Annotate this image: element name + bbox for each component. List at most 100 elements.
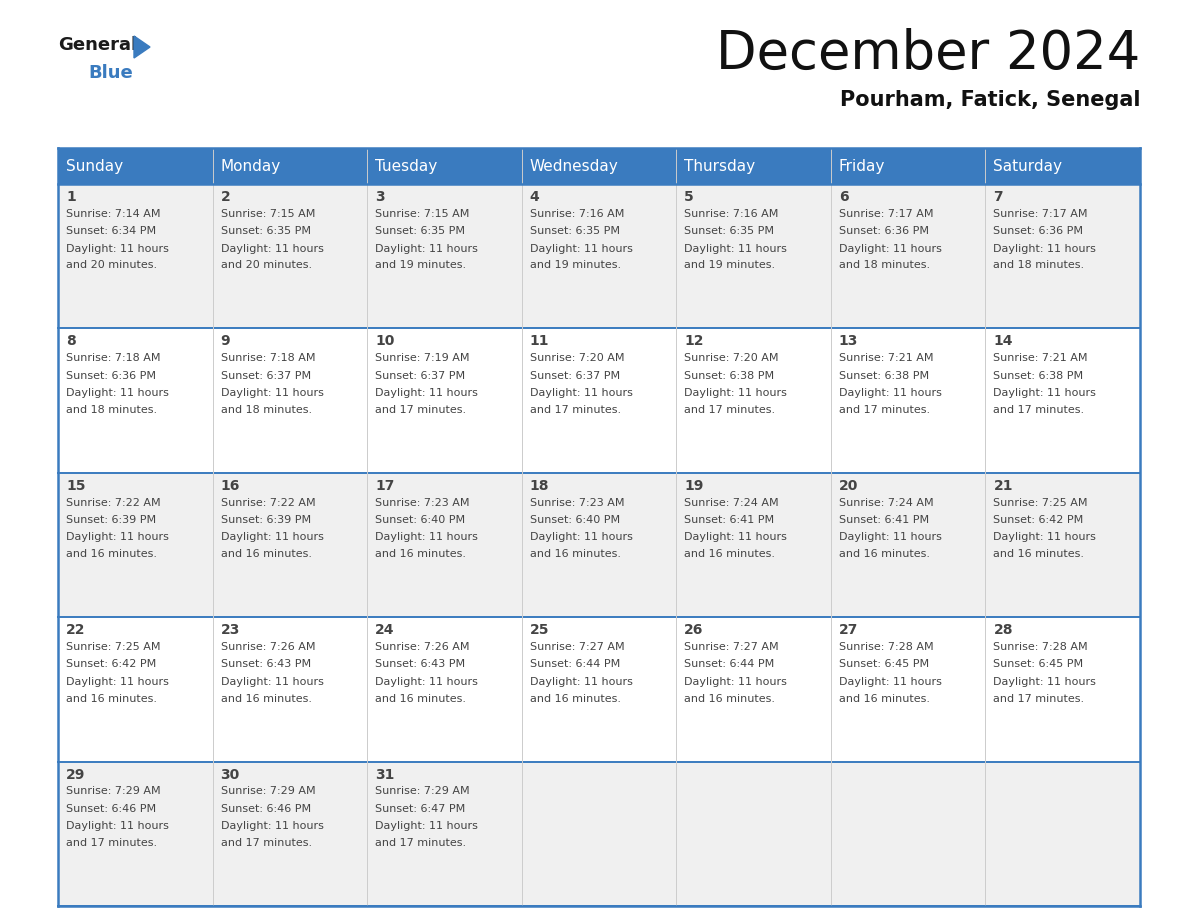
Bar — [830, 148, 985, 184]
Text: 22: 22 — [67, 623, 86, 637]
Text: Sunset: 6:35 PM: Sunset: 6:35 PM — [530, 226, 620, 236]
Bar — [213, 148, 367, 184]
Text: Sunrise: 7:22 AM: Sunrise: 7:22 AM — [221, 498, 315, 508]
Text: Sunrise: 7:20 AM: Sunrise: 7:20 AM — [530, 353, 624, 364]
Text: and 17 minutes.: and 17 minutes. — [375, 405, 466, 415]
Text: Daylight: 11 hours: Daylight: 11 hours — [375, 243, 478, 253]
Text: Sunset: 6:38 PM: Sunset: 6:38 PM — [684, 371, 775, 381]
Text: Sunrise: 7:29 AM: Sunrise: 7:29 AM — [375, 787, 469, 797]
Text: Sunset: 6:37 PM: Sunset: 6:37 PM — [375, 371, 466, 381]
Text: 9: 9 — [221, 334, 230, 349]
Text: and 17 minutes.: and 17 minutes. — [993, 405, 1085, 415]
Text: Sunrise: 7:27 AM: Sunrise: 7:27 AM — [530, 642, 625, 652]
Text: 20: 20 — [839, 479, 858, 493]
Text: 19: 19 — [684, 479, 703, 493]
Text: Daylight: 11 hours: Daylight: 11 hours — [375, 388, 478, 398]
Text: and 19 minutes.: and 19 minutes. — [684, 261, 776, 270]
Text: Sunset: 6:46 PM: Sunset: 6:46 PM — [221, 804, 311, 814]
Text: Thursday: Thursday — [684, 159, 756, 174]
Bar — [985, 148, 1140, 184]
Text: Daylight: 11 hours: Daylight: 11 hours — [684, 243, 788, 253]
Text: Wednesday: Wednesday — [530, 159, 619, 174]
Text: Daylight: 11 hours: Daylight: 11 hours — [375, 822, 478, 832]
Text: and 16 minutes.: and 16 minutes. — [530, 549, 620, 559]
Text: Daylight: 11 hours: Daylight: 11 hours — [839, 677, 942, 687]
Bar — [58, 617, 1140, 762]
Text: Daylight: 11 hours: Daylight: 11 hours — [67, 532, 169, 543]
Text: Sunset: 6:43 PM: Sunset: 6:43 PM — [221, 659, 311, 669]
Text: and 17 minutes.: and 17 minutes. — [67, 838, 157, 848]
Text: Sunrise: 7:20 AM: Sunrise: 7:20 AM — [684, 353, 779, 364]
Text: 14: 14 — [993, 334, 1013, 349]
Text: Daylight: 11 hours: Daylight: 11 hours — [67, 388, 169, 398]
Text: Sunrise: 7:27 AM: Sunrise: 7:27 AM — [684, 642, 779, 652]
Text: and 16 minutes.: and 16 minutes. — [530, 693, 620, 703]
Text: and 16 minutes.: and 16 minutes. — [375, 693, 466, 703]
Text: Sunrise: 7:19 AM: Sunrise: 7:19 AM — [375, 353, 469, 364]
Text: Daylight: 11 hours: Daylight: 11 hours — [993, 532, 1097, 543]
Text: Daylight: 11 hours: Daylight: 11 hours — [530, 677, 632, 687]
Text: Daylight: 11 hours: Daylight: 11 hours — [839, 243, 942, 253]
Text: 7: 7 — [993, 190, 1003, 204]
Text: 27: 27 — [839, 623, 858, 637]
Text: Saturday: Saturday — [993, 159, 1062, 174]
Text: Friday: Friday — [839, 159, 885, 174]
Text: and 18 minutes.: and 18 minutes. — [839, 261, 930, 270]
Text: Daylight: 11 hours: Daylight: 11 hours — [67, 243, 169, 253]
Text: Sunset: 6:46 PM: Sunset: 6:46 PM — [67, 804, 156, 814]
Text: 15: 15 — [67, 479, 86, 493]
Text: Sunrise: 7:29 AM: Sunrise: 7:29 AM — [67, 787, 160, 797]
Text: Daylight: 11 hours: Daylight: 11 hours — [684, 532, 788, 543]
Text: Sunset: 6:39 PM: Sunset: 6:39 PM — [221, 515, 311, 525]
Text: Pourham, Fatick, Senegal: Pourham, Fatick, Senegal — [840, 90, 1140, 110]
Text: Sunrise: 7:25 AM: Sunrise: 7:25 AM — [993, 498, 1088, 508]
Text: 11: 11 — [530, 334, 549, 349]
Text: Daylight: 11 hours: Daylight: 11 hours — [375, 532, 478, 543]
Text: 28: 28 — [993, 623, 1013, 637]
Text: Sunset: 6:43 PM: Sunset: 6:43 PM — [375, 659, 466, 669]
Text: Sunset: 6:37 PM: Sunset: 6:37 PM — [530, 371, 620, 381]
Text: 13: 13 — [839, 334, 858, 349]
Text: Sunrise: 7:28 AM: Sunrise: 7:28 AM — [839, 642, 934, 652]
Text: Sunset: 6:36 PM: Sunset: 6:36 PM — [67, 371, 156, 381]
Text: Daylight: 11 hours: Daylight: 11 hours — [839, 388, 942, 398]
Text: Sunrise: 7:21 AM: Sunrise: 7:21 AM — [839, 353, 934, 364]
Text: Daylight: 11 hours: Daylight: 11 hours — [375, 677, 478, 687]
Text: and 17 minutes.: and 17 minutes. — [839, 405, 930, 415]
Text: Daylight: 11 hours: Daylight: 11 hours — [530, 243, 632, 253]
Text: Sunset: 6:47 PM: Sunset: 6:47 PM — [375, 804, 466, 814]
Text: Sunrise: 7:22 AM: Sunrise: 7:22 AM — [67, 498, 160, 508]
Text: Sunrise: 7:25 AM: Sunrise: 7:25 AM — [67, 642, 160, 652]
Text: Tuesday: Tuesday — [375, 159, 437, 174]
Text: and 17 minutes.: and 17 minutes. — [375, 838, 466, 848]
Text: December 2024: December 2024 — [715, 28, 1140, 80]
Text: Sunrise: 7:29 AM: Sunrise: 7:29 AM — [221, 787, 315, 797]
Bar — [58, 329, 1140, 473]
Text: and 16 minutes.: and 16 minutes. — [221, 549, 311, 559]
Text: Blue: Blue — [88, 64, 133, 82]
Text: Sunrise: 7:16 AM: Sunrise: 7:16 AM — [530, 209, 624, 218]
Bar — [58, 148, 213, 184]
Text: Sunset: 6:44 PM: Sunset: 6:44 PM — [530, 659, 620, 669]
Text: Sunrise: 7:24 AM: Sunrise: 7:24 AM — [839, 498, 934, 508]
Text: and 18 minutes.: and 18 minutes. — [67, 405, 157, 415]
Text: Sunrise: 7:16 AM: Sunrise: 7:16 AM — [684, 209, 778, 218]
Text: Sunrise: 7:26 AM: Sunrise: 7:26 AM — [375, 642, 469, 652]
Text: 12: 12 — [684, 334, 703, 349]
Text: 16: 16 — [221, 479, 240, 493]
Text: Sunset: 6:37 PM: Sunset: 6:37 PM — [221, 371, 311, 381]
Text: Sunrise: 7:15 AM: Sunrise: 7:15 AM — [375, 209, 469, 218]
Text: 25: 25 — [530, 623, 549, 637]
Text: 31: 31 — [375, 767, 394, 781]
Text: and 16 minutes.: and 16 minutes. — [684, 693, 776, 703]
Text: Sunset: 6:44 PM: Sunset: 6:44 PM — [684, 659, 775, 669]
Text: and 16 minutes.: and 16 minutes. — [67, 693, 157, 703]
Text: and 16 minutes.: and 16 minutes. — [839, 693, 930, 703]
Text: Sunset: 6:35 PM: Sunset: 6:35 PM — [375, 226, 466, 236]
Text: Sunrise: 7:17 AM: Sunrise: 7:17 AM — [839, 209, 934, 218]
Text: and 17 minutes.: and 17 minutes. — [530, 405, 621, 415]
Text: Daylight: 11 hours: Daylight: 11 hours — [221, 677, 323, 687]
Text: and 16 minutes.: and 16 minutes. — [684, 549, 776, 559]
Polygon shape — [134, 36, 150, 58]
Bar — [58, 762, 1140, 906]
